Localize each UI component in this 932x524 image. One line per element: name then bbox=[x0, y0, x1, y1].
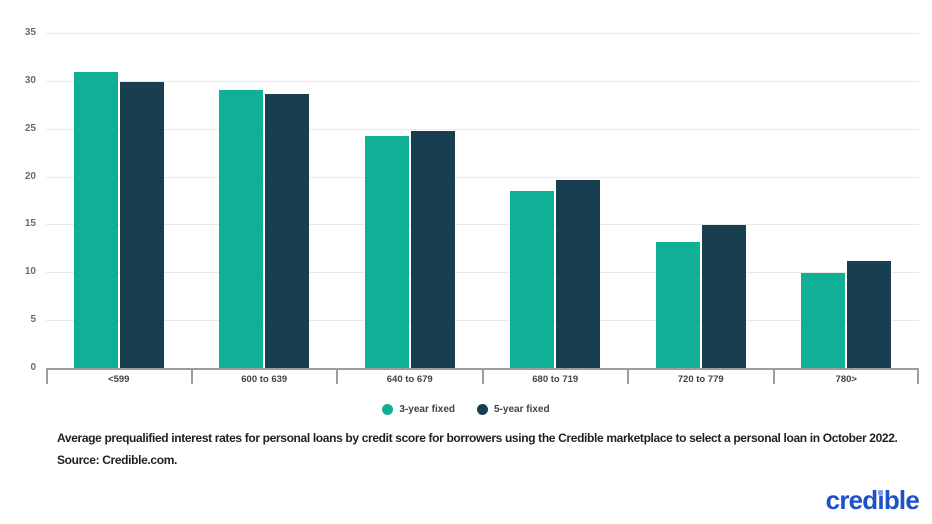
y-tick-label: 0 bbox=[30, 362, 36, 373]
y-tick-label: 5 bbox=[30, 314, 36, 326]
gridline bbox=[46, 176, 919, 178]
legend: 3-year fixed 5-year fixed bbox=[0, 401, 932, 417]
bar-3-year-fixed bbox=[364, 136, 409, 368]
gridline bbox=[46, 272, 919, 274]
x-axis-tick bbox=[627, 368, 629, 384]
bar-group-<599 bbox=[46, 33, 192, 368]
chart-caption: Average prequalified interest rates for … bbox=[57, 431, 898, 467]
gridline bbox=[46, 224, 919, 226]
credible-logo: credıble bbox=[825, 485, 920, 515]
gridline bbox=[46, 320, 919, 322]
gridline bbox=[46, 80, 919, 82]
bar-5-year-fixed bbox=[119, 81, 164, 368]
bar-3-year-fixed bbox=[801, 273, 846, 368]
bar-5-year-fixed bbox=[556, 180, 601, 368]
bar-group-600 to 639 bbox=[192, 33, 338, 368]
x-axis-tick bbox=[772, 368, 775, 384]
x-category-label: 720 to 779 bbox=[677, 374, 724, 385]
legend-swatch-5-year-fixed-icon bbox=[477, 403, 488, 415]
x-axis-tick bbox=[190, 368, 193, 384]
y-tick-label: 20 bbox=[24, 170, 36, 182]
legend-swatch-3-year-fixed-icon bbox=[382, 403, 394, 415]
bars-layer bbox=[46, 33, 919, 368]
x-category-label: 640 to 679 bbox=[386, 374, 433, 385]
x-axis-tick bbox=[917, 368, 919, 384]
legend-item-5-year-fixed: 5-year fixed bbox=[477, 403, 550, 415]
logo-text-suffix: ble bbox=[883, 485, 920, 515]
logo-text-prefix: cred bbox=[825, 485, 879, 515]
bar-3-year-fixed bbox=[73, 72, 118, 368]
x-labels: <599 600 to 639 640 to 679 680 to 719 720 to… bbox=[46, 371, 919, 386]
x-category-label: <599 bbox=[108, 374, 130, 385]
legend-label-5-year-fixed: 5-year fixed bbox=[494, 403, 550, 415]
bar-5-year-fixed bbox=[265, 94, 310, 368]
x-axis-tick bbox=[46, 368, 48, 384]
bar-group-720 to 779 bbox=[628, 33, 774, 368]
y-tick-label: 10 bbox=[24, 266, 36, 278]
bar-5-year-fixed bbox=[847, 260, 892, 368]
x-category-label: 600 to 639 bbox=[241, 374, 288, 385]
x-axis-tick bbox=[481, 368, 484, 384]
y-tick-label: 30 bbox=[24, 74, 36, 86]
logo-i-with-dot: ı bbox=[877, 485, 884, 515]
x-category-label: 680 to 719 bbox=[532, 374, 579, 385]
x-axis-tick bbox=[336, 368, 338, 384]
y-tick-label: 25 bbox=[24, 122, 36, 134]
plot-area bbox=[46, 33, 919, 368]
gridline bbox=[46, 33, 919, 34]
bar-3-year-fixed bbox=[219, 90, 264, 368]
legend-item-3-year-fixed: 3-year fixed bbox=[382, 403, 455, 415]
gridline bbox=[46, 128, 919, 130]
x-category-label: 780> bbox=[835, 374, 857, 385]
bar-group-640 to 679 bbox=[337, 33, 483, 368]
y-tick-label: 35 bbox=[24, 27, 36, 38]
bar-5-year-fixed bbox=[701, 225, 746, 368]
bar-5-year-fixed bbox=[410, 130, 455, 368]
x-axis bbox=[46, 368, 919, 384]
bar-group-780> bbox=[774, 33, 920, 368]
legend-label-3-year-fixed: 3-year fixed bbox=[399, 403, 455, 415]
bar-3-year-fixed bbox=[655, 241, 700, 368]
bar-group-680 to 719 bbox=[483, 33, 629, 368]
bar-3-year-fixed bbox=[510, 190, 555, 368]
y-tick-label: 15 bbox=[24, 218, 36, 230]
y-axis-labels: 0 5 10 15 20 25 30 35 bbox=[0, 27, 41, 373]
